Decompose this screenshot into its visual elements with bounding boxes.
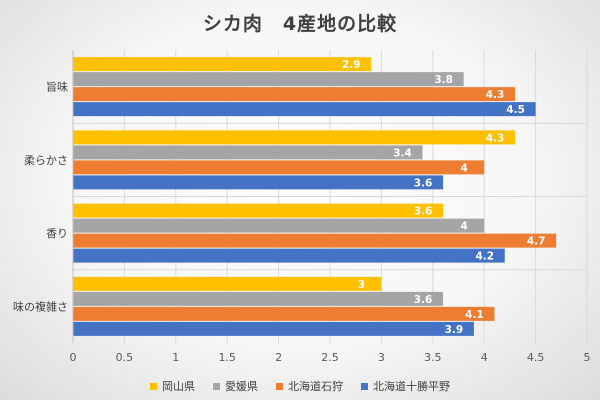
legend-label: 北海道十勝平野: [373, 380, 450, 393]
x-tick-label: 2: [275, 351, 282, 364]
bar: [73, 57, 372, 72]
legend-item: 北海道石狩: [276, 378, 343, 394]
bar: [73, 87, 516, 102]
legend-label: 岡山県: [162, 380, 195, 393]
data-label: 3: [358, 279, 365, 291]
bar: [73, 233, 557, 248]
data-label: 3.6: [414, 294, 433, 306]
bar: [73, 218, 485, 233]
legend-label: 愛媛県: [225, 380, 258, 393]
data-label: 4.7: [527, 236, 546, 248]
x-tick-label: 4.5: [527, 351, 545, 364]
category-label: 味の複雑さ: [13, 299, 68, 313]
bar: [73, 175, 444, 190]
bar: [73, 145, 423, 160]
data-label: 3.4: [393, 147, 412, 159]
bar: [73, 276, 382, 291]
legend-swatch: [213, 382, 220, 390]
data-label: 4.1: [465, 309, 484, 321]
bar: [73, 130, 516, 145]
x-tick-label: 2.5: [321, 351, 339, 364]
x-tick-label: 3: [378, 351, 385, 364]
bar: [73, 160, 485, 175]
legend: 岡山県 愛媛県 北海道石狩 北海道十勝平野: [0, 378, 600, 394]
data-label: 3.8: [434, 74, 453, 86]
bar: [73, 102, 536, 117]
legend-item: 北海道十勝平野: [361, 378, 450, 394]
data-label: 3.6: [414, 206, 433, 218]
data-label: 2.9: [342, 59, 361, 71]
bar: [73, 321, 474, 336]
bar: [73, 72, 464, 87]
x-tick-label: 0.5: [116, 351, 134, 364]
data-label: 3.6: [414, 177, 433, 189]
x-tick-label: 3.5: [424, 351, 442, 364]
data-label: 4.2: [475, 251, 494, 263]
data-label: 4: [461, 221, 468, 233]
legend-swatch: [361, 382, 368, 390]
category-label: 香り: [46, 227, 68, 240]
data-label: 3.9: [445, 324, 464, 336]
x-tick-label: 1: [172, 351, 179, 364]
category-label: 旨味: [46, 81, 68, 94]
data-label: 4.5: [506, 104, 525, 116]
x-tick-label: 0: [70, 351, 77, 364]
legend-item: 岡山県: [150, 378, 195, 394]
data-label: 4: [461, 162, 468, 174]
legend-swatch: [150, 382, 157, 390]
bar: [73, 248, 505, 263]
bar: [73, 291, 444, 306]
category-label: 柔らかさ: [24, 154, 68, 167]
bar: [73, 306, 495, 321]
x-tick-label: 5: [584, 351, 591, 364]
x-tick-label: 4: [481, 351, 488, 364]
chart-title: シカ肉 4産地の比較: [202, 13, 398, 35]
legend-label: 北海道石狩: [288, 380, 343, 393]
legend-swatch: [276, 382, 283, 390]
x-tick-label: 1.5: [218, 351, 236, 364]
bar: [73, 203, 444, 218]
legend-item: 愛媛県: [213, 378, 258, 394]
data-label: 4.3: [486, 89, 505, 101]
data-label: 4.3: [486, 132, 505, 144]
